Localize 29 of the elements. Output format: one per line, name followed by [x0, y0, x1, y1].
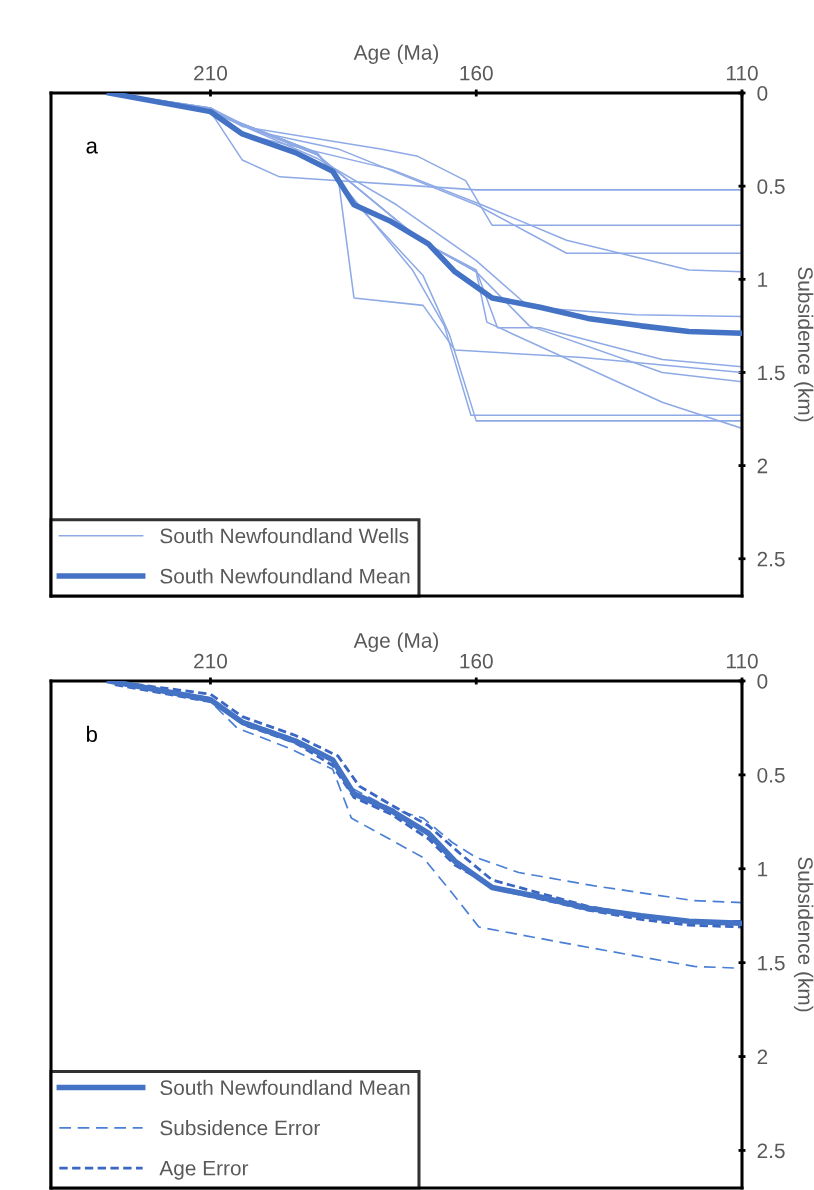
y-tick-label: 1.5: [758, 955, 785, 971]
y-tick-label: 2: [757, 458, 768, 474]
y-tick-label: 1.5: [758, 365, 785, 381]
x-axis-title: Age (Ma): [353, 632, 439, 653]
y-tick-label: 1: [758, 861, 768, 877]
y-tick-label: 0.5: [757, 179, 785, 194]
x-tick-label: 210: [194, 653, 228, 669]
legend-label: South Newfoundland Mean: [160, 568, 410, 584]
y-tick-label: 1: [758, 272, 768, 287]
legend-label: South Newfoundland Mean: [160, 1079, 410, 1096]
y-axis-title: Subsidence (km): [793, 267, 814, 422]
annotation: a: [86, 141, 98, 154]
y-tick-label: 2.5: [757, 1143, 785, 1159]
legend-label: Subsidence Error: [160, 1119, 320, 1136]
y-tick-label: 2: [757, 1049, 768, 1065]
x-tick-label: 110: [726, 65, 758, 81]
y-tick-label: 2.5: [757, 551, 785, 567]
x-tick-label: 210: [194, 65, 228, 81]
y-tick-label: 0: [757, 86, 768, 101]
x-tick-label: 110: [726, 653, 758, 669]
legend-label: Age Error: [159, 1161, 249, 1180]
y-tick-label: 0: [757, 674, 768, 689]
legend-label: South Newfoundland Wells: [160, 527, 409, 544]
x-tick-label: 160: [460, 653, 493, 669]
x-axis-title: Age (Ma): [353, 44, 439, 65]
y-tick-label: 0.5: [757, 767, 785, 783]
x-tick-label: 160: [460, 65, 493, 81]
y-axis-title: Subsidence (km): [793, 857, 814, 1012]
annotation: b: [86, 725, 97, 743]
